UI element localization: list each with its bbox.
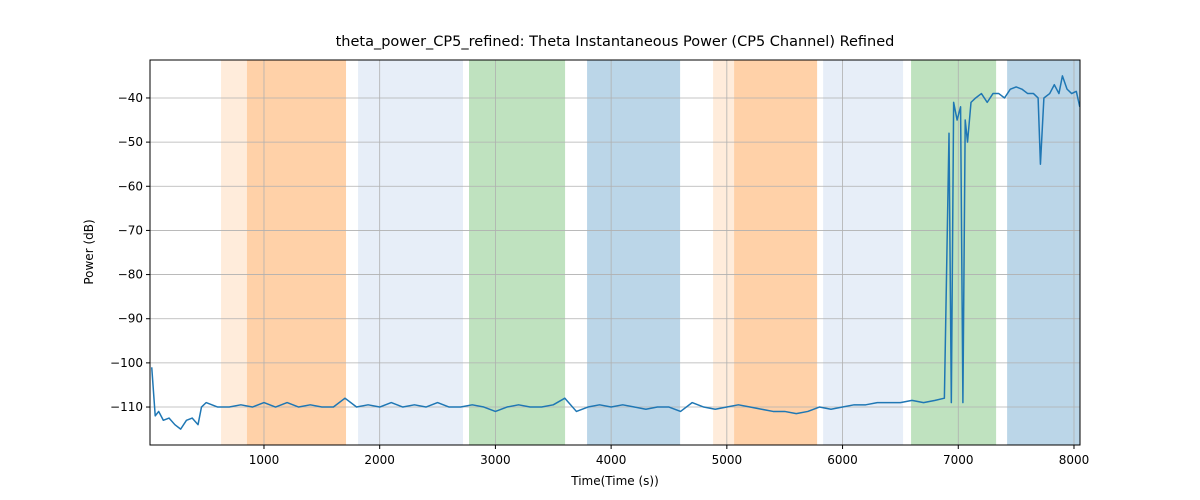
shaded-span — [734, 60, 818, 445]
y-tick-label: −80 — [118, 268, 143, 282]
x-tick-label: 1000 — [249, 453, 280, 467]
lines — [150, 75, 1080, 430]
data-line — [150, 75, 1080, 430]
x-tick-label: 6000 — [827, 453, 858, 467]
y-tick-label: −70 — [118, 223, 143, 237]
shaded-span — [713, 60, 818, 445]
chart-title: theta_power_CP5_refined: Theta Instantan… — [336, 34, 895, 50]
shaded-span — [246, 60, 347, 445]
x-tick-label: 2000 — [364, 453, 395, 467]
y-tick-label: −50 — [118, 135, 143, 149]
x-tick-label: 4000 — [596, 453, 627, 467]
shaded-span — [221, 60, 347, 445]
y-tick-label: −40 — [118, 91, 143, 105]
shaded-span — [358, 60, 464, 445]
axes-frame — [149, 59, 1081, 446]
y-tick-label: −60 — [118, 179, 143, 193]
shaded-span — [587, 60, 681, 445]
shaded-span — [1007, 60, 1080, 445]
y-tick-label: −90 — [118, 312, 143, 326]
shaded-span — [469, 60, 566, 445]
x-tick-label: 7000 — [943, 453, 974, 467]
x-tick-label: 8000 — [1059, 453, 1090, 467]
y-axis-label: Power (dB) — [82, 219, 96, 284]
x-tick-label: 3000 — [480, 453, 511, 467]
spans — [221, 60, 1080, 445]
grid — [150, 60, 1080, 445]
x-axis-label: Time(Time (s)) — [570, 474, 659, 488]
y-tick-label: −110 — [110, 400, 143, 414]
ticks: 1000 2000 3000 4000 5000 6000 7000 8000 −110 −100… — [110, 91, 1089, 467]
y-tick-label: −100 — [110, 356, 143, 370]
shaded-span — [823, 60, 904, 445]
x-tick-label: 5000 — [712, 453, 743, 467]
